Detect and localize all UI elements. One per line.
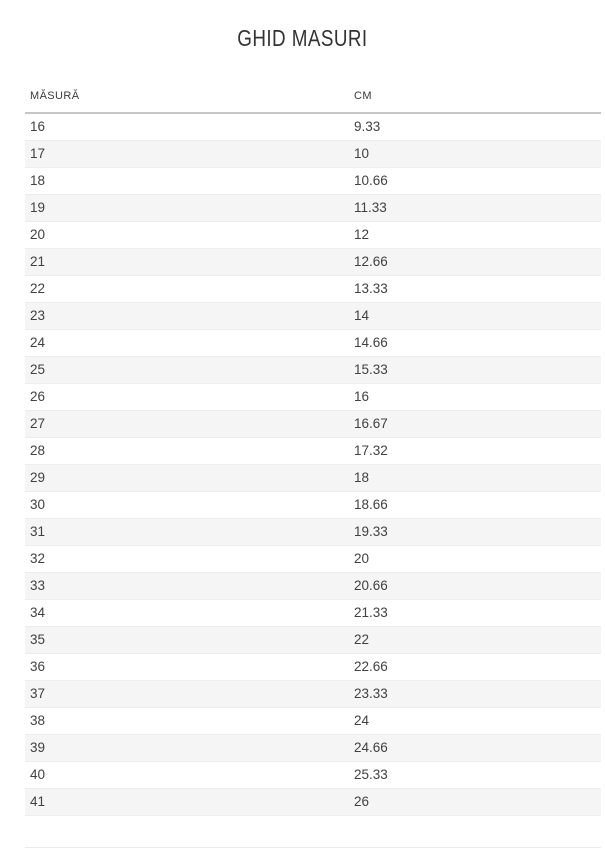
cm-cell: 20	[354, 551, 370, 566]
column-header-masura: MĂSURĂ	[25, 90, 349, 114]
size-cell: 27	[30, 416, 46, 431]
size-cell: 35	[30, 632, 46, 647]
size-cell: 38	[30, 713, 46, 728]
table-row: 32 20	[25, 545, 601, 573]
table-row: 35 22	[25, 626, 601, 654]
size-cell: 28	[30, 443, 46, 458]
table-row: 38 24	[25, 707, 601, 735]
size-cell: 32	[30, 551, 46, 566]
cm-cell: 24	[354, 713, 370, 728]
table-row: 22 13.33	[25, 275, 601, 303]
table-row: 29 18	[25, 464, 601, 492]
cm-cell: 12	[354, 227, 370, 242]
page-title-text: GHID MASURI	[237, 25, 368, 51]
size-cell: 36	[30, 659, 46, 674]
size-cell: 21	[30, 254, 46, 269]
size-cell: 33	[30, 578, 46, 593]
table-row: 41 26	[25, 788, 601, 816]
cm-cell: 24.66	[354, 740, 388, 755]
cm-cell: 15.33	[354, 362, 388, 377]
size-cell: 39	[30, 740, 46, 755]
table-row: 19 11.33	[25, 194, 601, 222]
table-row: 28 17.32	[25, 437, 601, 465]
size-cell: 31	[30, 524, 46, 539]
cm-cell: 11.33	[354, 200, 387, 215]
cm-cell: 20.66	[354, 578, 388, 593]
size-cell: 25	[30, 362, 46, 377]
size-cell: 34	[30, 605, 46, 620]
cm-cell: 16.67	[354, 416, 388, 431]
table-row: 25 15.33	[25, 356, 601, 384]
table-row: 26 16	[25, 383, 601, 411]
size-cell: 37	[30, 686, 46, 701]
size-cell: 41	[30, 794, 46, 809]
column-header-cm: CM	[349, 90, 601, 114]
size-cell: 23	[30, 308, 46, 323]
table-row: 21 12.66	[25, 248, 601, 276]
size-cell: 40	[30, 767, 46, 782]
cm-cell: 13.33	[354, 281, 388, 296]
cm-cell: 26	[354, 794, 370, 809]
cm-cell: 14.66	[354, 335, 388, 350]
cm-cell: 18.66	[354, 497, 388, 512]
table-row: 34 21.33	[25, 599, 601, 627]
cm-cell: 10	[354, 146, 370, 161]
size-cell: 20	[30, 227, 46, 242]
table-row: 30 18.66	[25, 491, 601, 519]
cm-cell: 21.33	[354, 605, 388, 620]
cm-cell: 14	[354, 308, 370, 323]
table-row: 16 9.33	[25, 113, 601, 141]
cm-cell: 10.66	[354, 173, 388, 188]
size-cell: 24	[30, 335, 46, 350]
table-row: 23 14	[25, 302, 601, 330]
cm-cell: 17.32	[354, 443, 388, 458]
cm-cell: 22.66	[354, 659, 388, 674]
table-row: 39 24.66	[25, 734, 601, 762]
size-cell: 19	[30, 200, 46, 215]
size-table-head: MĂSURĂ CM	[25, 90, 601, 114]
size-guide-table: MĂSURĂ CM 16 9.33 17 10 18 10.66 19 11.33 20 12 21…	[25, 90, 601, 816]
size-cell: 30	[30, 497, 46, 512]
size-cell: 18	[30, 173, 46, 188]
cm-cell: 19.33	[354, 524, 388, 539]
table-row: 33 20.66	[25, 572, 601, 600]
size-cell: 26	[30, 389, 46, 404]
bottom-divider	[25, 847, 601, 848]
cm-cell: 12.66	[354, 254, 388, 269]
table-row: 24 14.66	[25, 329, 601, 357]
table-row: 20 12	[25, 221, 601, 249]
table-row: 31 19.33	[25, 518, 601, 546]
cm-cell: 16	[354, 389, 370, 404]
size-cell: 22	[30, 281, 46, 296]
cm-cell: 23.33	[354, 686, 388, 701]
size-cell: 17	[30, 146, 46, 161]
table-row: 36 22.66	[25, 653, 601, 681]
header-row: MĂSURĂ CM	[25, 90, 601, 114]
table-row: 37 23.33	[25, 680, 601, 708]
size-cell: 16	[30, 119, 46, 134]
table-row: 27 16.67	[25, 410, 601, 438]
cm-cell: 18	[354, 470, 370, 485]
size-cell: 29	[30, 470, 46, 485]
page-title: GHID MASURI	[0, 25, 605, 51]
cm-cell: 25.33	[354, 767, 388, 782]
cm-cell: 22	[354, 632, 370, 647]
size-table-body: 16 9.33 17 10 18 10.66 19 11.33 20 12 21 12.66 22 13.…	[25, 113, 601, 816]
table-row: 40 25.33	[25, 761, 601, 789]
cm-cell: 9.33	[354, 119, 381, 134]
table-row: 18 10.66	[25, 167, 601, 195]
table-row: 17 10	[25, 140, 601, 168]
